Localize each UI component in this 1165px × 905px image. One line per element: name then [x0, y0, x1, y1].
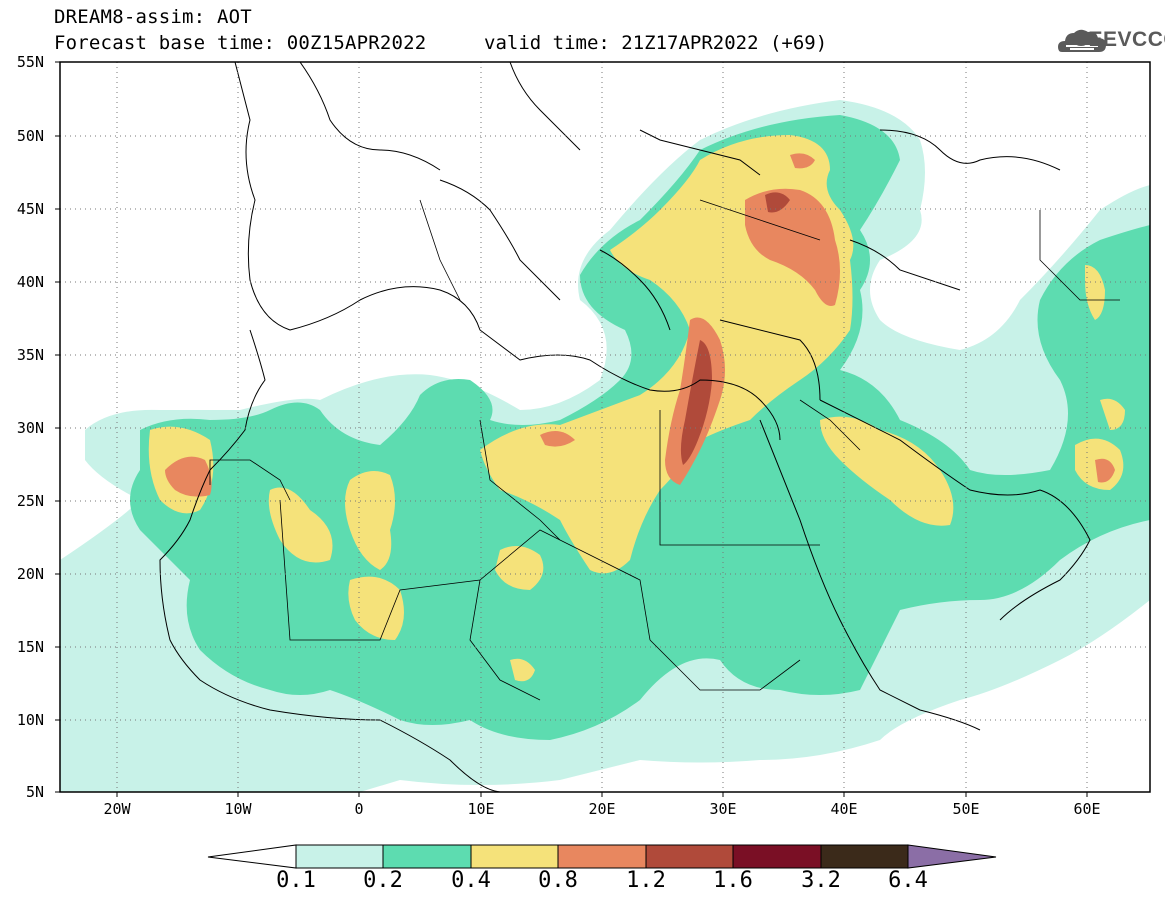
colorbar-label: 1.2 [626, 868, 666, 893]
valid-time-label: valid time: 21Z17APR2022 (+69) [484, 32, 828, 54]
lat-label: 15N [16, 638, 44, 656]
colorbar-max-arrow [907, 844, 997, 869]
cloud-icon [1058, 29, 1106, 52]
lat-label: 5N [25, 783, 44, 801]
colorbar-label: 3.2 [801, 868, 841, 893]
colorbar-label: 0.2 [363, 868, 403, 893]
coastlines [159, 62, 1091, 792]
lon-label: 60E [1073, 800, 1101, 818]
lat-lon-grid [60, 62, 1150, 792]
colorbar-label: 0.1 [276, 868, 316, 893]
colorbar-bin-6 [732, 844, 822, 869]
colorbar [207, 844, 997, 869]
country-borders [209, 199, 1120, 701]
colorbar-bin-4 [557, 844, 647, 869]
colorbar-label: 6.4 [888, 868, 928, 893]
lat-label: 25N [16, 492, 44, 510]
lat-label: 40N [16, 273, 44, 291]
lat-label: 20N [16, 565, 44, 583]
colorbar-label: 0.4 [451, 868, 491, 893]
lon-label: 10E [467, 800, 495, 818]
lat-label: 10N [16, 711, 44, 729]
base-time-label: Forecast base time: 00Z15APR2022 [54, 32, 427, 54]
axis-ticks [55, 61, 1088, 797]
colorbar-label: 1.6 [713, 868, 753, 893]
lat-label: 50N [16, 127, 44, 145]
lon-label: 50E [952, 800, 980, 818]
lon-label: 30E [709, 800, 737, 818]
colorbar-bin-1 [295, 844, 384, 869]
lon-label: 20W [103, 800, 131, 818]
lon-label: 40E [830, 800, 858, 818]
lat-label: 30N [16, 419, 44, 437]
colorbar-bin-7 [820, 844, 909, 869]
colorbar-bin-5 [645, 844, 734, 869]
lat-label: 45N [16, 200, 44, 218]
colorbar-min-arrow [207, 844, 297, 869]
colorbar-label: 0.8 [538, 868, 578, 893]
colorbar-bin-3 [470, 844, 559, 869]
colorbar-bin-2 [382, 844, 472, 869]
logo-text: SEEVCCC [1074, 28, 1165, 51]
lat-label: 55N [16, 53, 44, 71]
lon-label: 0 [354, 800, 364, 818]
lon-label: 10W [224, 800, 252, 818]
map-title: DREAM8-assim: AOT [54, 6, 252, 28]
lat-label: 35N [16, 346, 44, 364]
aot-level-1-2 [680, 192, 790, 465]
lon-label: 20E [588, 800, 616, 818]
map-frame [59, 61, 1151, 793]
